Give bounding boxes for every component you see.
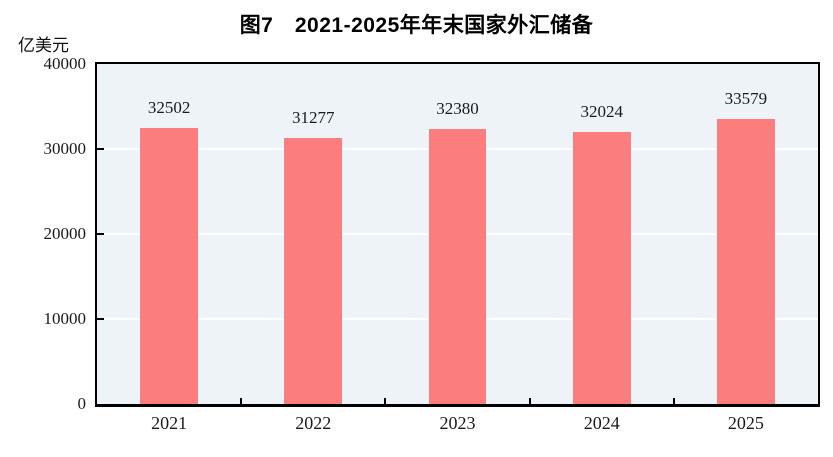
bar-value-label: 33579 (724, 88, 768, 108)
x-axis-tick-label: 2025 (727, 413, 764, 433)
x-axis-tick (240, 398, 243, 404)
bar-2025 (717, 118, 775, 404)
x-axis-tick-label: 2024 (583, 413, 620, 433)
bar-value-label: 31277 (292, 108, 335, 128)
x-axis-tick (672, 398, 675, 404)
y-axis-tick-label: 40000 (43, 54, 87, 73)
bar-2023 (428, 128, 487, 404)
bar-2021 (140, 127, 198, 404)
bar-2022 (284, 138, 343, 404)
bar-value-label: 32024 (580, 101, 623, 121)
y-axis-tick-label: 0 (77, 394, 87, 413)
y-axis-tick (97, 318, 104, 320)
y-axis-tick-label: 10000 (43, 309, 87, 328)
x-axis-tick-label: 2022 (295, 413, 332, 433)
plot-area: 0 10000 20000 30000 40000 32502 2021 31277 2022 3… (44, 54, 820, 433)
x-axis-tick (528, 398, 531, 404)
y-axis-tick-label: 30000 (43, 139, 87, 158)
y-axis-tick (97, 233, 104, 235)
bar-value-label: 32380 (436, 98, 479, 118)
x-axis-tick-label: 2021 (151, 413, 188, 433)
x-axis-tick-label: 2023 (439, 413, 476, 433)
y-axis-tick-label: 20000 (43, 224, 87, 243)
y-axis-unit-label: 亿美元 (18, 36, 69, 55)
x-axis-tick (384, 398, 387, 404)
y-axis-tick (97, 148, 104, 150)
bar-2024 (572, 131, 631, 404)
chart-title: 图7 2021-2025年年末国家外汇储备 (239, 14, 594, 37)
bar-value-label: 32502 (147, 97, 191, 117)
